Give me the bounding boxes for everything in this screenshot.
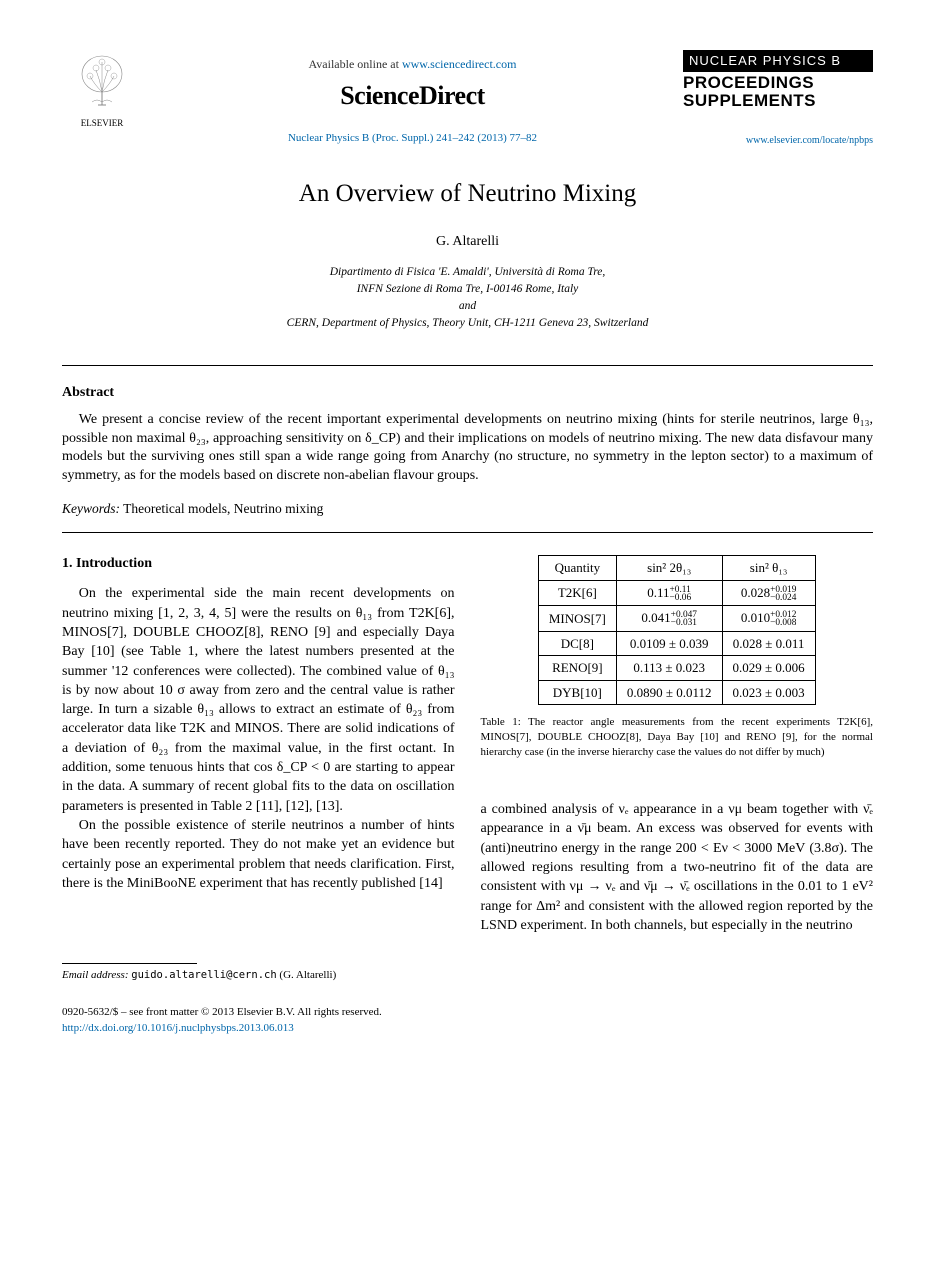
journal-banner: NUCLEAR PHYSICS B [683, 50, 873, 72]
table-1: Quantitysin² 2θ₁₃sin² θ₁₃ T2K[6]0.11+0.1… [538, 555, 816, 705]
table-cell: 0.023 ± 0.003 [722, 680, 815, 705]
affiliation: Dipartimento di Fisica 'E. Amaldi', Univ… [62, 264, 873, 333]
elsevier-label: ELSEVIER [62, 117, 142, 129]
body-paragraph: On the experimental side the main recent… [62, 584, 455, 816]
doi-link[interactable]: http://dx.doi.org/10.1016/j.nuclphysbps.… [62, 1021, 873, 1036]
abstract-label: Abstract [62, 384, 873, 403]
author-name: G. Altarelli [62, 233, 873, 252]
right-column: Quantitysin² 2θ₁₃sin² θ₁₃ T2K[6]0.11+0.1… [481, 555, 874, 983]
table-header-cell: sin² θ₁₃ [722, 556, 815, 581]
table-row: DC[8]0.0109 ± 0.0390.028 ± 0.011 [538, 631, 815, 656]
table-header-cell: Quantity [538, 556, 616, 581]
section-heading: 1. Introduction [62, 555, 455, 574]
table-1-caption: Table 1: The reactor angle measurements … [481, 715, 874, 760]
table-cell: MINOS[7] [538, 606, 616, 631]
proceedings-label: PROCEEDINGS SUPPLEMENTS [683, 74, 873, 110]
table-cell: 0.0109 ± 0.039 [616, 631, 722, 656]
table-cell: 0.0890 ± 0.0112 [616, 680, 722, 705]
journal-reference[interactable]: Nuclear Physics B (Proc. Suppl.) 241–242… [142, 131, 683, 146]
page-header: ELSEVIER Available online at www.science… [62, 50, 873, 147]
divider [62, 532, 873, 533]
table-cell: 0.028+0.019−0.024 [722, 580, 815, 605]
elsevier-logo: ELSEVIER [62, 50, 142, 129]
table-cell: 0.029 ± 0.006 [722, 656, 815, 681]
sciencedirect-wordmark: ScienceDirect [142, 78, 683, 113]
table-header-cell: sin² 2θ₁₃ [616, 556, 722, 581]
table-cell: 0.028 ± 0.011 [722, 631, 815, 656]
elsevier-tree-icon [72, 50, 132, 110]
table-cell: DYB[10] [538, 680, 616, 705]
table-cell: 0.010+0.012−0.008 [722, 606, 815, 631]
journal-branding: NUCLEAR PHYSICS B PROCEEDINGS SUPPLEMENT… [683, 50, 873, 147]
table-cell: DC[8] [538, 631, 616, 656]
table-cell: T2K[6] [538, 580, 616, 605]
sciencedirect-link[interactable]: www.sciencedirect.com [402, 57, 517, 71]
journal-homepage-link[interactable]: www.elsevier.com/locate/npbps [683, 134, 873, 148]
available-online: Available online at www.sciencedirect.co… [142, 56, 683, 72]
divider [62, 365, 873, 366]
publisher-info: 0920-5632/$ – see front matter © 2013 El… [62, 1005, 873, 1036]
body-paragraph: On the possible existence of sterile neu… [62, 816, 455, 893]
table-cell: RENO[9] [538, 656, 616, 681]
copyright-line: 0920-5632/$ – see front matter © 2013 El… [62, 1005, 873, 1020]
table-row: MINOS[7]0.041+0.047−0.0310.010+0.012−0.0… [538, 606, 815, 631]
table-cell: 0.11+0.11−0.06 [616, 580, 722, 605]
footnote: Email address: guido.altarelli@cern.ch (… [62, 963, 455, 983]
center-header: Available online at www.sciencedirect.co… [142, 50, 683, 146]
table-cell: 0.041+0.047−0.031 [616, 606, 722, 631]
keywords: Keywords: Theoretical models, Neutrino m… [62, 500, 873, 518]
table-row: T2K[6]0.11+0.11−0.060.028+0.019−0.024 [538, 580, 815, 605]
keywords-text: Theoretical models, Neutrino mixing [120, 501, 323, 516]
footnote-rule [62, 963, 197, 964]
body-paragraph: a combined analysis of νₑ appearance in … [481, 800, 874, 935]
author-email[interactable]: guido.altarelli@cern.ch [131, 969, 276, 981]
abstract-text: We present a concise review of the recen… [62, 411, 873, 487]
table-row: RENO[9]0.113 ± 0.0230.029 ± 0.006 [538, 656, 815, 681]
two-column-body: 1. Introduction On the experimental side… [62, 555, 873, 983]
left-column: 1. Introduction On the experimental side… [62, 555, 455, 983]
table-row: DYB[10]0.0890 ± 0.01120.023 ± 0.003 [538, 680, 815, 705]
article-title: An Overview of Neutrino Mixing [62, 177, 873, 211]
keywords-label: Keywords: [62, 501, 120, 516]
table-cell: 0.113 ± 0.023 [616, 656, 722, 681]
